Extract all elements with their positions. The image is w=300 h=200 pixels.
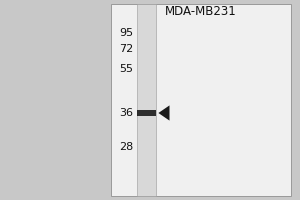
Text: MDA-MB231: MDA-MB231 bbox=[165, 5, 237, 18]
Bar bbox=[136, 110, 156, 116]
Text: 36: 36 bbox=[119, 108, 134, 118]
Bar bbox=[111, 4, 291, 196]
Polygon shape bbox=[158, 105, 169, 121]
Text: 28: 28 bbox=[119, 142, 134, 152]
Text: 72: 72 bbox=[119, 44, 134, 54]
Bar bbox=[136, 4, 156, 196]
Text: 55: 55 bbox=[119, 64, 134, 74]
Text: 95: 95 bbox=[119, 28, 134, 38]
